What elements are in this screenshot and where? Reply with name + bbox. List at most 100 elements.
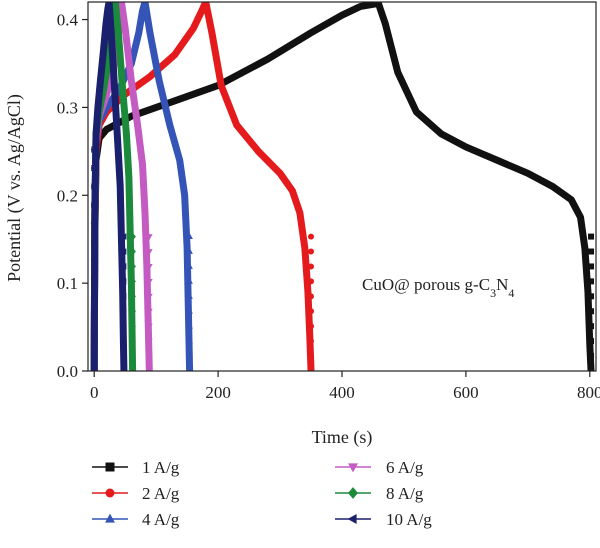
- legend: 1 A/g 2 A/g 4 A/g 6 A/g 8 A/g 10 A/g: [92, 458, 432, 529]
- data-point: [90, 201, 97, 209]
- data-point: [90, 146, 97, 153]
- data-point: [186, 322, 193, 329]
- x-tick-label: 800: [577, 383, 600, 402]
- legend-marker: [105, 462, 115, 472]
- data-point: [186, 247, 193, 254]
- data-point: [120, 233, 127, 240]
- data-point: [308, 263, 315, 270]
- data-point: [129, 232, 136, 241]
- data-point: [308, 323, 315, 330]
- data-point: [186, 352, 193, 359]
- data-point: [129, 307, 136, 316]
- legend-label: 10 A/g: [386, 510, 432, 529]
- legend-item: 2 A/g: [92, 484, 180, 503]
- data-point: [186, 292, 193, 299]
- data-point: [120, 263, 127, 270]
- legend-item: 4 A/g: [92, 510, 180, 529]
- data-point: [308, 338, 315, 345]
- data-point: [308, 233, 315, 240]
- data-point: [588, 293, 595, 300]
- legend-label: 4 A/g: [142, 510, 180, 529]
- data-point: [588, 263, 595, 270]
- legend-item: 8 A/g: [335, 484, 424, 503]
- data-point: [129, 337, 136, 346]
- data-point: [146, 264, 153, 271]
- legend-marker: [347, 514, 357, 524]
- ticks-layer: 0 200 400 600 800 0.0 0.1 0.2 0.3 0.4: [57, 11, 600, 402]
- data-point: [90, 312, 97, 319]
- y-tick-label: 0.2: [57, 186, 78, 205]
- legend-marker: [348, 463, 358, 473]
- y-tick-label: 0.0: [57, 362, 78, 381]
- data-point: [129, 322, 136, 331]
- data-point: [120, 278, 127, 285]
- data-point: [146, 353, 153, 360]
- legend-marker: [105, 488, 115, 498]
- y-axis-title: Potential (V vs. Ag/AgCl): [4, 94, 25, 282]
- legend-label: 8 A/g: [386, 484, 424, 503]
- data-point: [588, 368, 595, 371]
- y-tick-label: 0.1: [57, 274, 78, 293]
- data-point: [120, 307, 127, 315]
- x-tick-label: 0: [90, 383, 99, 402]
- data-point: [90, 275, 97, 283]
- legend-marker: [348, 487, 358, 499]
- data-point: [120, 337, 127, 345]
- legend-label: 6 A/g: [386, 458, 424, 477]
- data-point: [588, 308, 595, 315]
- data-point: [90, 293, 97, 301]
- data-point: [588, 278, 595, 285]
- x-tick-label: 200: [205, 383, 231, 402]
- data-point: [186, 262, 193, 269]
- data-point: [588, 248, 595, 255]
- data-point: [129, 367, 136, 371]
- data-point: [120, 367, 127, 371]
- legend-item: 6 A/g: [335, 458, 424, 477]
- x-axis-title: Time (s): [312, 427, 373, 448]
- data-point: [120, 293, 127, 300]
- data-point: [146, 338, 153, 345]
- data-point: [146, 308, 153, 315]
- legend-marker: [105, 513, 115, 523]
- data-point: [146, 323, 153, 330]
- x-tick-label: 600: [453, 383, 479, 402]
- data-point: [90, 238, 97, 246]
- data-point: [120, 248, 127, 255]
- data-point: [90, 367, 97, 371]
- data-point: [90, 220, 97, 227]
- data-point: [90, 164, 97, 172]
- data-point: [146, 249, 153, 256]
- series-10-a-g: [90, 2, 128, 371]
- data-point: [120, 352, 127, 360]
- data-point: [129, 277, 136, 286]
- data-point: [129, 352, 136, 360]
- legend-label: 1 A/g: [142, 458, 180, 477]
- data-point: [308, 368, 315, 371]
- series-layer: [90, 2, 595, 371]
- x-tick-label: 400: [329, 383, 355, 402]
- data-point: [588, 353, 595, 360]
- data-point: [129, 292, 136, 301]
- material-annotation: CuO@ porous g-C3N4: [362, 275, 514, 300]
- data-point: [308, 293, 315, 300]
- series-line: [90, 2, 128, 371]
- data-point: [90, 330, 97, 338]
- y-tick-label: 0.3: [57, 98, 78, 117]
- data-point: [129, 247, 136, 256]
- data-point: [120, 322, 127, 330]
- data-point: [90, 183, 97, 190]
- data-point: [90, 257, 97, 264]
- legend-item: 1 A/g: [92, 458, 180, 477]
- data-point: [146, 278, 153, 285]
- data-point: [588, 323, 595, 330]
- data-point: [186, 232, 193, 239]
- data-point: [90, 349, 97, 356]
- data-point: [308, 278, 315, 285]
- data-point: [146, 293, 153, 300]
- data-point: [308, 308, 315, 315]
- legend-label: 2 A/g: [142, 484, 180, 503]
- data-point: [186, 337, 193, 344]
- legend-item: 10 A/g: [335, 510, 432, 529]
- data-point: [588, 233, 595, 240]
